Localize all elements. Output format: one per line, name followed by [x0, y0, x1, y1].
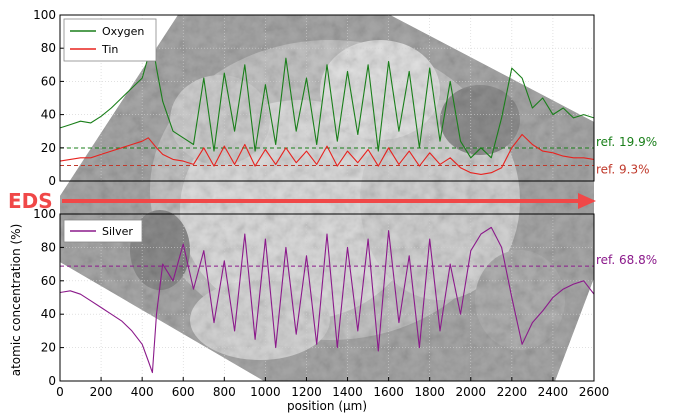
micrograph-background	[60, 15, 594, 381]
x-tick-label: 2400	[538, 385, 569, 399]
x-tick-label: 2000	[455, 385, 486, 399]
reference-label: ref. 19.9%	[596, 135, 657, 149]
y-tick-label: 0	[48, 174, 56, 188]
y-tick-label: 40	[41, 307, 56, 321]
y-tick-label: 80	[41, 240, 56, 254]
y-tick-label: 40	[41, 108, 56, 122]
y-tick-label: 60	[41, 74, 56, 88]
y-tick-label: 100	[33, 8, 56, 22]
x-tick-label: 600	[172, 385, 195, 399]
top-panel-frame	[59, 14, 595, 182]
top-reference-lines: ref. 19.9% ref. 9.3%	[60, 135, 657, 177]
series-line-silver	[60, 226, 594, 374]
x-tick-label: 1000	[250, 385, 281, 399]
eds-label: EDS	[8, 189, 53, 213]
y-tick-label: 20	[41, 141, 56, 155]
reference-label: ref. 9.3%	[596, 163, 650, 177]
bottom-series	[60, 226, 594, 374]
x-tick-label: 1600	[373, 385, 404, 399]
y-tick-label: 60	[41, 274, 56, 288]
x-tick-label: 0	[56, 385, 64, 399]
legend-label-silver: Silver	[102, 225, 133, 238]
x-tick-label: 2600	[579, 385, 610, 399]
x-tick-label: 1200	[291, 385, 322, 399]
x-tick-label: 800	[213, 385, 236, 399]
bottom-panel-frame	[59, 213, 595, 382]
top-legend: Oxygen Tin	[63, 18, 157, 62]
series-line-tin	[60, 133, 594, 175]
reference-label: ref. 68.8%	[596, 253, 657, 267]
bottom-y-tick-labels: 0 20 40 60 80 100	[33, 207, 64, 388]
y-tick-label: 80	[41, 41, 56, 55]
bottom-legend: Silver	[63, 219, 143, 243]
y-tick-label: 0	[48, 374, 56, 388]
top-y-tick-labels: 0 20 40 60 80 100	[33, 8, 64, 188]
x-tick-labels: 0 200 400 600 800 1000 1200 1400 1600 1800 2000 220…	[56, 377, 609, 399]
x-tick-label: 2200	[497, 385, 528, 399]
y-tick-label: 20	[41, 341, 56, 355]
x-tick-label: 200	[90, 385, 113, 399]
legend-label-oxygen: Oxygen	[102, 25, 144, 38]
legend-label-tin: Tin	[101, 43, 118, 56]
x-axis-label: position (μm)	[287, 399, 367, 413]
y-tick-label: 100	[33, 207, 56, 221]
x-tick-label: 400	[131, 385, 154, 399]
eds-scan-arrow: EDS	[8, 189, 596, 213]
x-tick-label: 1400	[332, 385, 363, 399]
x-tick-label: 1800	[414, 385, 445, 399]
y-axis-label: atomic concentration (%)	[9, 224, 23, 377]
